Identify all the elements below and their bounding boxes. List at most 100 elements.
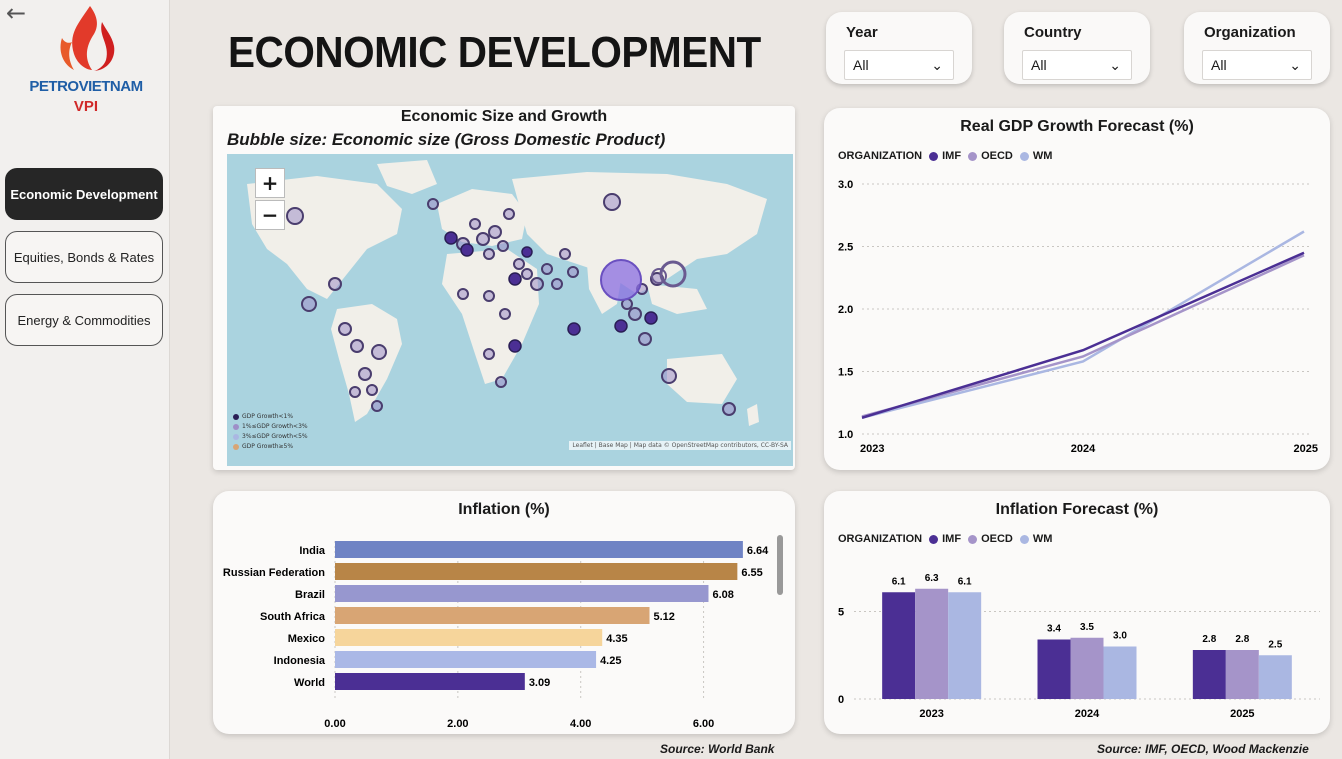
series-line-imf xyxy=(861,251,1305,419)
bar-value-label: 3.5 xyxy=(1080,622,1094,633)
inflation-forecast-bar-chart: 0 5 2023 6.1 6.3 6.1 2024 3.4 3.5 3.0 2025 2.8 2.8 2.… xyxy=(838,573,1320,720)
bar-oecd xyxy=(1070,637,1104,699)
brand-logo: PETROVIETNAM VPI xyxy=(18,4,154,124)
chevron-down-icon: ⌄ xyxy=(931,56,943,73)
legend-dot-icon xyxy=(968,534,978,544)
map-legend-item: 3%≤GDP Growth<5% xyxy=(233,433,308,440)
category-label: India xyxy=(299,545,326,557)
year-filter-label: Year xyxy=(846,24,878,41)
bar-value-label: 6.64 xyxy=(747,545,769,557)
bar-value-label: 3.4 xyxy=(1047,624,1061,635)
bar-wm xyxy=(1258,655,1292,699)
bar-value-label: 4.35 xyxy=(606,633,627,645)
map-legend-item: GDP Growth<1% xyxy=(233,413,293,420)
legend-dot-icon xyxy=(929,534,939,544)
map-legend-item: 1%≤GDP Growth<3% xyxy=(233,423,308,430)
organization-select-value: All xyxy=(1211,57,1227,73)
bar-imf xyxy=(1192,650,1226,699)
back-arrow-icon[interactable]: ← xyxy=(6,0,27,27)
bar xyxy=(335,563,738,580)
y-tick-label: 1.0 xyxy=(838,429,853,441)
gdp-legend-oecd[interactable]: OECD xyxy=(981,150,1013,162)
y-tick-label: 5 xyxy=(838,607,844,619)
gdp-line-chart: 1.0 1.5 2.0 2.5 3.0 2023 2024 2025 xyxy=(838,179,1318,455)
organization-filter: Organization All ⌄ xyxy=(1184,12,1330,84)
inflation-legend-oecd[interactable]: OECD xyxy=(981,533,1013,545)
category-label: Brazil xyxy=(295,589,325,601)
country-filter-label: Country xyxy=(1024,24,1082,41)
legend-dot-icon xyxy=(1019,151,1029,161)
inflation-source: Source: World Bank xyxy=(660,742,775,756)
bar xyxy=(335,585,709,602)
x-tick-label: 2024 xyxy=(1075,708,1100,720)
country-select[interactable]: All ⌄ xyxy=(1022,50,1132,80)
bar xyxy=(335,673,525,690)
brand-sub: VPI xyxy=(73,98,99,115)
legend-dot-icon xyxy=(929,151,939,161)
y-tick-label: 3.0 xyxy=(838,179,853,191)
bar-value-label: 6.3 xyxy=(925,573,939,584)
series-line-oecd xyxy=(861,254,1305,418)
gdp-legend-wm[interactable]: WM xyxy=(1032,150,1053,162)
nav-energy-commodities[interactable]: Energy & Commodities xyxy=(5,294,163,346)
inflation-legend-wm[interactable]: WM xyxy=(1032,533,1053,545)
x-tick-label: 4.00 xyxy=(570,718,591,730)
gdp-legend-imf[interactable]: IMF xyxy=(942,150,962,162)
zoom-out-button[interactable]: − xyxy=(255,200,285,230)
inflation-forecast-source: Source: IMF, OECD, Wood Mackenzie xyxy=(1097,742,1309,756)
nav-economic-development[interactable]: Economic Development xyxy=(5,168,163,220)
y-tick-label: 1.5 xyxy=(838,367,853,379)
organization-select[interactable]: All ⌄ xyxy=(1202,50,1312,80)
flame-icon xyxy=(60,6,115,71)
legend-dot-icon xyxy=(1019,534,1029,544)
x-tick-label: 2023 xyxy=(919,708,943,720)
bar-imf xyxy=(882,592,916,699)
category-label: Indonesia xyxy=(274,655,326,667)
x-tick-label: 0.00 xyxy=(324,718,345,730)
inflation-forecast-legend-label: ORGANIZATION xyxy=(838,533,923,545)
bar-imf xyxy=(1037,639,1071,699)
bar-value-label: 2.5 xyxy=(1268,639,1282,650)
gdp-forecast-title: Real GDP Growth Forecast (%) xyxy=(960,118,1194,135)
y-tick-label: 2.0 xyxy=(838,304,853,316)
country-filter: Country All ⌄ xyxy=(1004,12,1150,84)
world-map[interactable]: + − GDP Growth<1% 1%≤GDP Growth<3% 3%≤GD… xyxy=(227,154,793,466)
legend-dot-icon xyxy=(968,151,978,161)
zoom-in-button[interactable]: + xyxy=(255,168,285,198)
map-legend-item: GDP Growth≥5% xyxy=(233,443,293,450)
inflation-title: Inflation (%) xyxy=(458,501,550,518)
x-tick-label: 2025 xyxy=(1294,443,1318,455)
y-tick-label: 2.5 xyxy=(838,242,853,254)
economic-size-map-card: Economic Size and Growth Bubble size: Ec… xyxy=(213,106,795,470)
inflation-card: Inflation (%) 0.00 2.00 4.00 6.00 India 6.64 R… xyxy=(213,491,795,734)
inflation-legend-imf[interactable]: IMF xyxy=(942,533,962,545)
year-select-value: All xyxy=(853,57,869,73)
country-select-value: All xyxy=(1031,57,1047,73)
category-label: World xyxy=(294,677,325,689)
bar-value-label: 6.55 xyxy=(741,567,762,579)
x-tick-label: 2023 xyxy=(860,443,884,455)
y-tick-label: 0 xyxy=(838,694,844,706)
chevron-down-icon: ⌄ xyxy=(1109,56,1121,73)
scrollbar-thumb[interactable] xyxy=(777,535,783,595)
map-title: Economic Size and Growth xyxy=(400,108,608,125)
gdp-legend-label: ORGANIZATION xyxy=(838,150,923,162)
category-label: Russian Federation xyxy=(223,567,325,579)
year-select[interactable]: All ⌄ xyxy=(844,50,954,80)
bar-value-label: 6.08 xyxy=(712,589,733,601)
x-tick-label: 2025 xyxy=(1230,708,1254,720)
brand-name: PETROVIETNAM xyxy=(29,78,143,95)
bar xyxy=(335,541,743,558)
bar-value-label: 6.1 xyxy=(892,576,906,587)
x-tick-label: 6.00 xyxy=(693,718,714,730)
x-tick-label: 2.00 xyxy=(447,718,468,730)
page-title: ECONOMIC DEVELOPMENT xyxy=(228,28,761,77)
bar-oecd xyxy=(1225,650,1259,699)
bar-oecd xyxy=(915,588,949,699)
inflation-forecast-card: Inflation Forecast (%) ORGANIZATION IMF … xyxy=(824,491,1330,734)
bar-value-label: 2.8 xyxy=(1202,634,1216,645)
bar-value-label: 2.8 xyxy=(1235,634,1249,645)
nav-equities-bonds-rates[interactable]: Equities, Bonds & Rates xyxy=(5,231,163,283)
map-subtitle: Bubble size: Economic size (Gross Domest… xyxy=(227,130,666,149)
bar-value-label: 6.1 xyxy=(958,576,972,587)
